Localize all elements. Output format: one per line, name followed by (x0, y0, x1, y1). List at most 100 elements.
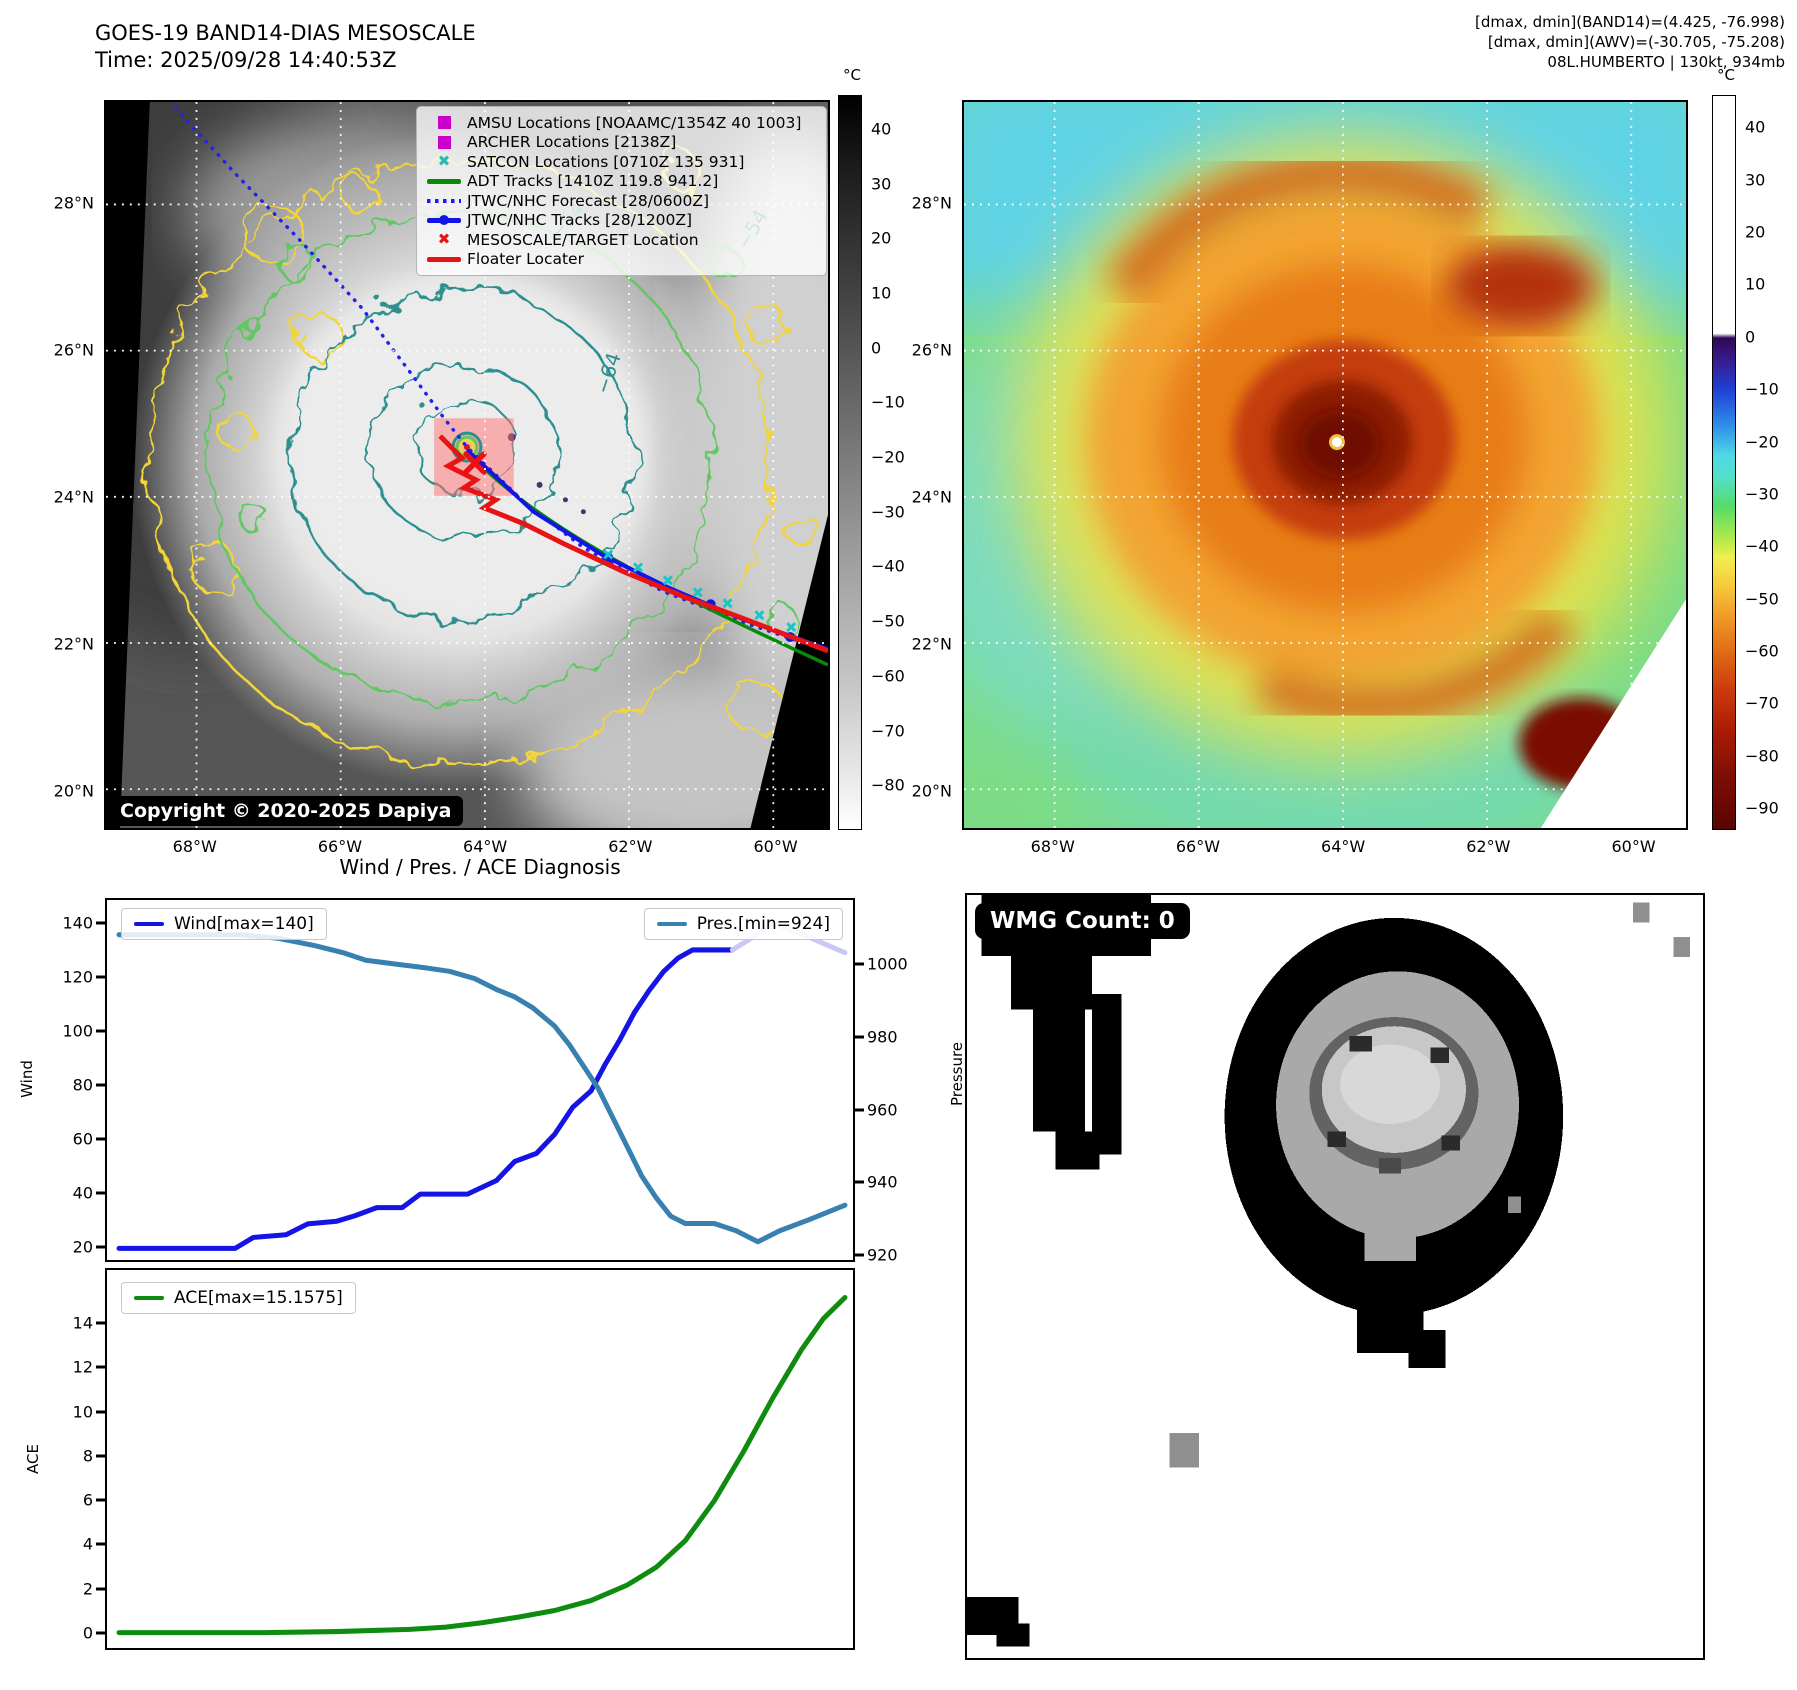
ace-plot (116, 1294, 848, 1636)
ace-tick-mark (96, 1365, 106, 1369)
wind-tick-mark (96, 1245, 106, 1249)
legend-item: ADT Tracks [1410Z 119.8 941.2] (421, 172, 820, 192)
lat-tick-label: 28°N (53, 193, 94, 213)
wind-tick-mark (96, 975, 106, 979)
figure-title: GOES-19 BAND14-DIAS MESOSCALE Time: 2025… (95, 20, 476, 74)
wmg-pixel-blob (1430, 1047, 1450, 1063)
awv-colorbar: 40 30 20 10 0 −10 −20 −30 −40 −50 −60 −70 −80 −90 (1712, 95, 1779, 830)
pressure-tick-mark (854, 962, 864, 966)
lon-tick-label: 68°W (172, 837, 217, 856)
floater-locater-track (438, 434, 828, 654)
legend-item-label: MESOSCALE/TARGET Location (467, 230, 699, 249)
title-line-1: GOES-19 BAND14-DIAS MESOSCALE (95, 21, 476, 45)
wmg-pixel-blob (1055, 1131, 1100, 1170)
lat-tick-label: 22°N (53, 634, 94, 654)
wind-tick-label: 100 (62, 1021, 93, 1041)
colorbar-tick-label: 40 (871, 119, 892, 139)
colorbar-tick-label: −50 (1745, 589, 1779, 609)
satcon-location-markers (603, 549, 797, 633)
legend-item-label: AMSU Locations [NOAAMC/1354Z 40 1003] (467, 113, 802, 132)
colorbar-tick-label: −60 (871, 666, 905, 686)
mesoscale-target-marker (463, 451, 487, 475)
eye-dot (1331, 437, 1342, 448)
colorbar-tick-label: −20 (1745, 432, 1779, 452)
wind-tick-label: 20 (72, 1237, 93, 1257)
wind-tick-label: 40 (72, 1183, 93, 1203)
wind-tick-mark (96, 1029, 106, 1033)
legend-item-label: SATCON Locations [0710Z 135 931] (467, 152, 745, 171)
colorbar-tick-label: 0 (871, 338, 882, 358)
ace-tick-label: 2 (82, 1579, 93, 1599)
wind-tick-label: 120 (62, 967, 93, 987)
band14-colorbar-unit: °C (843, 66, 861, 84)
pressure-tick-label: 960 (867, 1100, 898, 1120)
square-marker-icon (421, 116, 467, 130)
legend-item: ✖ MESOSCALE/TARGET Location (421, 230, 820, 250)
colorbar-tick-label: −50 (871, 611, 905, 631)
ace-tick-label: 12 (72, 1357, 93, 1377)
ace-series-line (116, 1294, 848, 1636)
x-marker-icon: ✖ (421, 154, 467, 169)
wind-legend: Wind[max=140] (121, 908, 327, 940)
colorbar-tick-label: −10 (1745, 379, 1779, 399)
copyright-badge: Copyright © 2020-2025 Dapiya (108, 796, 464, 826)
wind-tick-mark (96, 921, 106, 925)
diagnosis-title: Wind / Pres. / ACE Diagnosis (339, 855, 621, 879)
legend-marker-glyph (427, 179, 461, 184)
pressure-tick-label: 980 (867, 1027, 898, 1047)
lon-tick-label: 62°W (608, 837, 653, 856)
dotted-marker-icon (421, 198, 467, 203)
wmg-pixel-blob (1340, 1044, 1441, 1124)
legend-item: JTWC/NHC Tracks [28/1200Z] (421, 211, 820, 231)
pressure-series-line (116, 932, 848, 1245)
lon-tick-label: 60°W (1611, 837, 1656, 856)
legend-item-label: ADT Tracks [1410Z 119.8 941.2] (467, 172, 719, 191)
awv-lat-axis: 28°N 26°N 24°N 22°N 20°N (898, 100, 958, 830)
wind-tick-label: 140 (62, 913, 93, 933)
colorbar-tick-label: 10 (871, 283, 892, 303)
colorbar-tick-label: −30 (1745, 484, 1779, 504)
ace-axis-title: ACE (23, 1444, 42, 1474)
line-dot-marker-dot (439, 215, 449, 225)
awv-satellite-image (964, 102, 1686, 828)
legend-item: ✖ SATCON Locations [0710Z 135 931] (421, 152, 820, 172)
lat-tick-label: 22°N (911, 634, 952, 654)
wind-line-swatch (134, 922, 164, 926)
storm-id-intensity: 08L.HUMBERTO | 130kt, 934mb (1547, 53, 1785, 71)
colorbar-tick-label: −20 (871, 447, 905, 467)
colorbar-tick-label: 20 (871, 228, 892, 248)
pressure-legend: Pres.[min=924] (643, 908, 843, 940)
pressure-tick-label: 1000 (867, 954, 908, 974)
lat-tick-label: 20°N (53, 781, 94, 801)
ace-line-swatch (134, 1296, 164, 1300)
wind-legend-label: Wind[max=140] (174, 914, 314, 934)
ace-tick-mark (96, 1410, 106, 1414)
wmg-pixel-blob (1507, 1196, 1522, 1214)
swath-edge-west (106, 102, 150, 828)
storm-info: [dmax, dmin](BAND14)=(4.425, -76.998) [d… (1475, 12, 1785, 72)
wmg-pixel-blob (1364, 1223, 1416, 1262)
legend-item-label: Floater Locater (467, 250, 584, 269)
graticule (964, 102, 1686, 828)
colorbar-tick-label: −30 (871, 502, 905, 522)
lon-tick-label: 64°W (1321, 837, 1366, 856)
band14-map-panel: −54 −64 −54 AMSU Locations [NOAAMC/1354Z… (104, 100, 830, 830)
wmg-panel: WMG Count: 0 (965, 893, 1705, 1660)
colorbar-tick-label: 30 (871, 174, 892, 194)
lat-tick-label: 24°N (53, 487, 94, 507)
lat-tick-label: 20°N (911, 781, 952, 801)
awv-colorbar-unit: °C (1717, 66, 1735, 84)
legend-marker-glyph (427, 257, 461, 262)
line-marker-icon (421, 257, 467, 262)
colorbar-tick-label: −40 (871, 556, 905, 576)
wmg-pixel-blob (1327, 1131, 1347, 1147)
legend-item-label: JTWC/NHC Forecast [28/0600Z] (467, 191, 710, 210)
ace-tick-label: 14 (72, 1313, 93, 1333)
wind-pressure-chart: Wind[max=140] Pres.[min=924] 20 40 60 80 100… (62, 898, 908, 1265)
legend-marker-glyph (427, 215, 461, 225)
wind-pressure-plot (116, 920, 848, 1251)
wind-series-line (116, 947, 735, 1251)
dmax-dmin-band14: [dmax, dmin](BAND14)=(4.425, -76.998) (1474, 13, 1785, 31)
lat-tick-label: 26°N (53, 340, 94, 360)
lon-tick-label: 60°W (753, 837, 798, 856)
